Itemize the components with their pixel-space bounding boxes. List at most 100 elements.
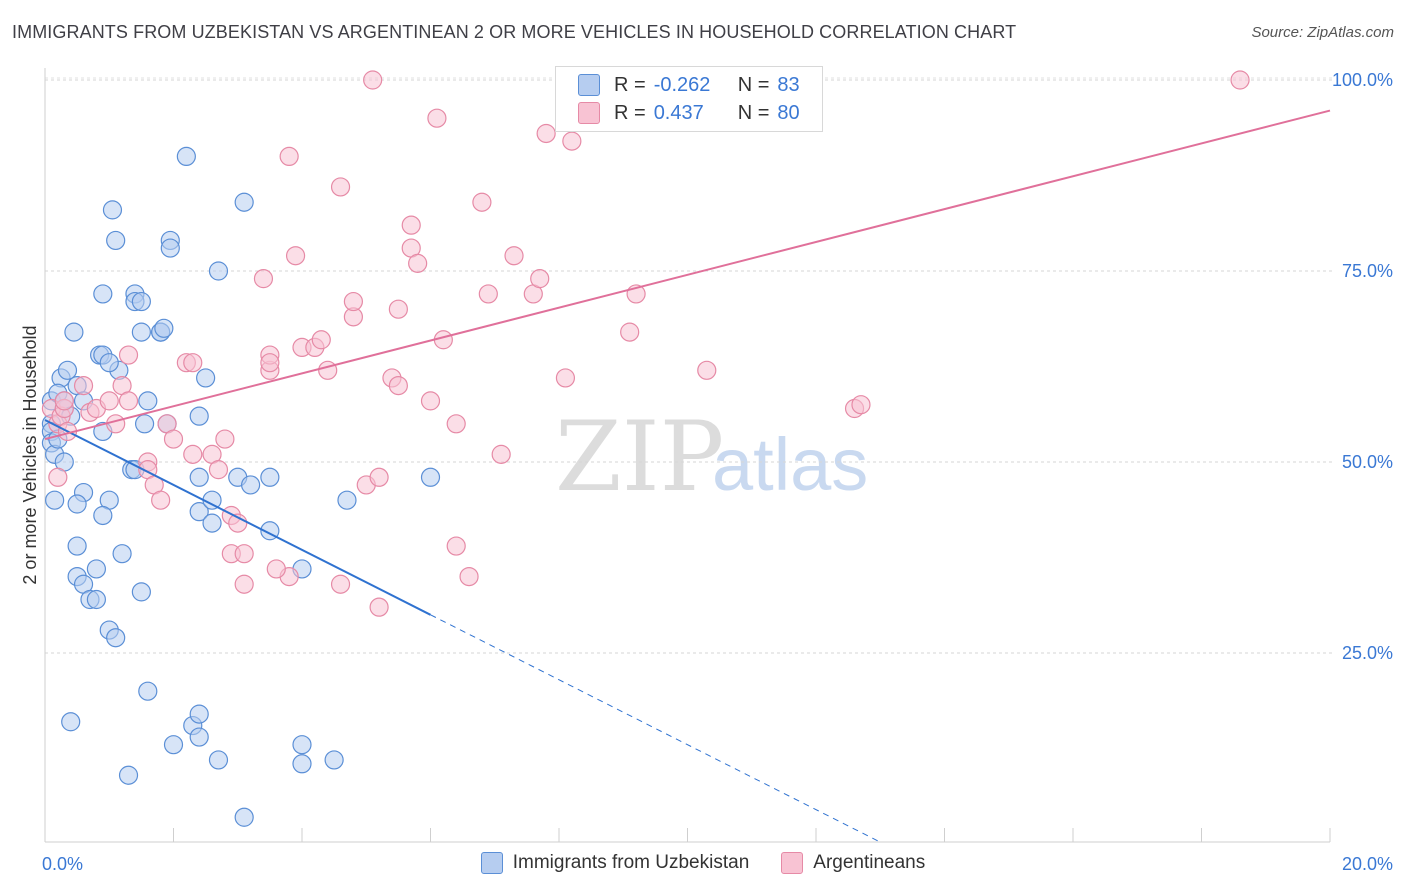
data-point [208,750,229,770]
data-point [330,574,351,594]
data-point [446,414,466,434]
data-point [138,681,158,701]
data-point [388,376,408,396]
legend-row-uzbekistan: R = -0.262 N = 83 [578,71,800,99]
legend-r-label: R = [614,101,646,124]
chart-title: IMMIGRANTS FROM UZBEKISTAN VS ARGENTINEA… [12,22,1017,42]
data-point [86,559,107,579]
legend-swatch-pink [781,852,804,874]
legend-swatch-blue [480,852,503,874]
data-point [491,444,511,464]
legend-r-value: -0.262 [653,73,711,96]
y-axis-label: 2 or more Vehicles in Household [20,325,40,584]
y-tick-label: 50.0% [1342,452,1393,472]
data-point [189,467,209,487]
data-point [241,475,261,495]
legend-n-value: 80 [777,101,800,124]
y-tick-label: 75.0% [1342,261,1393,281]
data-point [292,735,312,755]
data-point [311,330,331,350]
legend-label-uzbekistan: Immigrants from Uzbekistan [512,852,750,873]
data-point [93,284,113,304]
data-point [459,566,479,587]
data-point [478,284,498,304]
data-point [131,291,151,312]
legend-r-label: R = [614,73,646,96]
data-point [253,269,274,289]
data-point [1230,70,1250,90]
series-argentineans-points [41,70,1250,617]
legend-swatch-blue [578,74,600,96]
data-point [324,750,344,770]
watermark-atlas: atlas [712,423,868,506]
data-point [208,261,229,281]
data-point [106,414,126,434]
data-point [131,322,151,342]
data-point [388,299,408,319]
data-point [183,444,203,464]
watermark-zip: ZIP [555,401,724,513]
legend-label-argentineans: Argentineans [813,852,926,873]
trend-line-uzbekistan [44,419,431,616]
data-point [93,505,113,526]
data-point [106,628,126,648]
data-point [562,131,582,151]
data-point [196,368,216,388]
x-tick-label: 0.0% [42,854,83,874]
data-point [401,215,421,235]
data-point [189,406,209,426]
legend-swatch-pink [578,102,600,124]
data-point [330,177,351,197]
data-point [160,238,180,258]
data-point [285,246,306,266]
data-point [163,735,184,755]
data-point [369,467,389,487]
data-point [697,360,717,380]
data-point [343,291,363,312]
legend-n-value: 83 [777,73,800,96]
data-point [67,494,87,514]
gridlines [45,77,1335,654]
y-tick-label: 25.0% [1342,643,1393,663]
legend-item-uzbekistan[interactable]: Immigrants from Uzbekistan [480,852,750,874]
data-point [131,582,151,602]
data-point [202,513,222,533]
data-point [64,322,84,342]
data-point [851,395,871,415]
series-legend: Immigrants from Uzbekistan Argentineans [0,852,1406,874]
data-point [86,589,107,610]
data-point [620,322,640,342]
data-point [260,353,280,373]
data-point [189,502,209,522]
data-point [45,490,65,510]
data-point [151,490,171,510]
source-label: Source: ZipAtlas.com [1251,24,1394,41]
data-point [504,246,524,266]
data-point [48,467,68,487]
data-point [318,360,338,380]
legend-row-argentineans: R = 0.437 N = 80 [578,99,800,127]
data-point [446,536,466,556]
trend-line-argentineans [44,109,1331,441]
data-point [363,70,383,90]
data-point [99,353,119,373]
data-point [154,318,174,338]
legend-item-argentineans[interactable]: Argentineans [781,852,925,874]
correlation-legend: R = -0.262 N = 83 R = 0.437 N = 80 [555,66,823,132]
data-point [472,192,492,212]
data-point [112,544,132,564]
data-point [427,108,447,128]
data-point [138,391,158,411]
trend-line-uzbekistan-extension [430,614,881,843]
data-point [134,414,155,434]
data-point [118,391,139,411]
data-point [183,353,203,373]
data-point [234,574,254,594]
data-point [99,391,119,411]
data-point [215,429,235,449]
data-point [163,429,184,449]
data-point [279,146,299,166]
data-point [555,368,576,388]
data-point [189,727,209,747]
